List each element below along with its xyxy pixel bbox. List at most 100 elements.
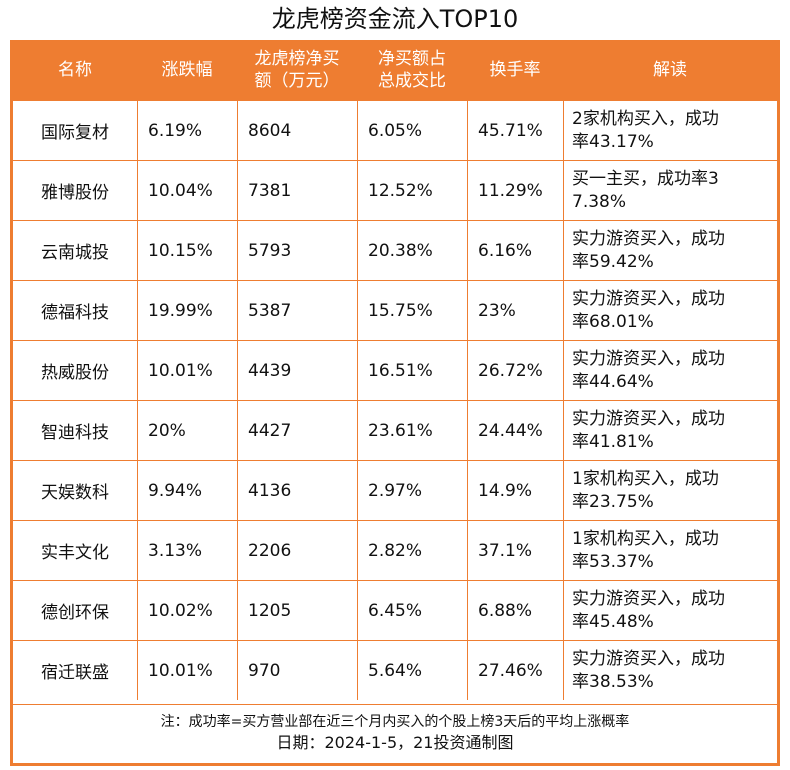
cell-ratio: 6.05% xyxy=(357,101,467,160)
cell-change: 10.02% xyxy=(137,581,237,640)
ranking-table: 名称 涨跌幅 龙虎榜净买 额（万元） 净买额占 总成交比 换手率 解读 国际复材… xyxy=(10,40,780,704)
header-net-buy: 龙虎榜净买 额（万元） xyxy=(237,40,357,100)
table-row: 德创环保 10.02% 1205 6.45% 6.88% 实力游资买入，成功 率4… xyxy=(13,580,777,640)
cell-note: 1家机构买入，成功 率53.37% xyxy=(563,521,777,580)
cell-net-buy: 4439 xyxy=(237,341,357,400)
cell-ratio: 2.82% xyxy=(357,521,467,580)
cell-net-buy: 4136 xyxy=(237,461,357,520)
cell-turnover: 6.16% xyxy=(467,221,563,280)
cell-note: 实力游资买入，成功 率38.53% xyxy=(563,641,777,700)
cell-turnover: 27.46% xyxy=(467,641,563,700)
cell-net-buy: 7381 xyxy=(237,161,357,220)
cell-net-buy: 1205 xyxy=(237,581,357,640)
cell-turnover: 6.88% xyxy=(467,581,563,640)
note-line2: 7.38% xyxy=(572,191,627,212)
cell-note: 实力游资买入，成功 率45.48% xyxy=(563,581,777,640)
table-row: 雅博股份 10.04% 7381 12.52% 11.29% 买一主买，成功率3… xyxy=(13,160,777,220)
cell-name: 智迪科技 xyxy=(41,423,109,443)
cell-change: 9.94% xyxy=(137,461,237,520)
note-line1: 实力游资买入，成功 xyxy=(572,588,725,609)
note-line2: 率23.75% xyxy=(572,491,654,512)
note-line2: 率53.37% xyxy=(572,551,654,572)
note-line2: 率45.48% xyxy=(572,611,654,632)
cell-net-buy: 5387 xyxy=(237,281,357,340)
cell-turnover: 23% xyxy=(467,281,563,340)
header-turnover: 换手率 xyxy=(489,60,541,80)
cell-change: 10.04% xyxy=(137,161,237,220)
cell-change: 20% xyxy=(137,401,237,460)
note-line2: 率38.53% xyxy=(572,671,654,692)
cell-name: 德福科技 xyxy=(41,303,109,323)
cell-name: 国际复材 xyxy=(41,123,109,143)
header-net-buy-line1: 龙虎榜净买 xyxy=(254,49,340,69)
cell-note: 实力游资买入，成功 率44.64% xyxy=(563,341,777,400)
note-line1: 实力游资买入，成功 xyxy=(572,408,725,429)
cell-name: 云南城投 xyxy=(41,243,109,263)
cell-change: 6.19% xyxy=(137,101,237,160)
cell-turnover: 45.71% xyxy=(467,101,563,160)
note-line1: 1家机构买入，成功 xyxy=(572,468,719,489)
header-ratio: 净买额占 总成交比 xyxy=(357,40,467,100)
table-row: 智迪科技 20% 4427 23.61% 24.44% 实力游资买入，成功 率41… xyxy=(13,400,777,460)
cell-ratio: 23.61% xyxy=(357,401,467,460)
note-line2: 率44.64% xyxy=(572,371,654,392)
cell-name: 宿迁联盛 xyxy=(41,663,109,683)
note-line1: 实力游资买入，成功 xyxy=(572,288,725,309)
cell-name: 德创环保 xyxy=(41,603,109,623)
cell-net-buy: 5793 xyxy=(237,221,357,280)
table-row: 云南城投 10.15% 5793 20.38% 6.16% 实力游资买入，成功率… xyxy=(13,220,777,280)
cell-name: 雅博股份 xyxy=(41,183,109,203)
cell-net-buy: 4427 xyxy=(237,401,357,460)
cell-turnover: 11.29% xyxy=(467,161,563,220)
table-footer: 注：成功率=买方营业部在近三个月内买入的个股上榜3天后的平均上涨概率 日期：20… xyxy=(10,704,780,766)
cell-ratio: 16.51% xyxy=(357,341,467,400)
header-change: 涨跌幅 xyxy=(161,60,213,80)
cell-note: 实力游资买入，成功 率68.01% xyxy=(563,281,777,340)
cell-turnover: 14.9% xyxy=(467,461,563,520)
cell-ratio: 12.52% xyxy=(357,161,467,220)
cell-name: 热威股份 xyxy=(41,363,109,383)
header-ratio-line2: 总成交比 xyxy=(378,71,446,91)
header-net-buy-line2: 额（万元） xyxy=(254,71,340,91)
date-credit: 日期：2024-1-5，21投资通制图 xyxy=(276,733,514,752)
page-title: 龙虎榜资金流入TOP10 xyxy=(271,5,519,33)
note-line2: 率43.17% xyxy=(572,131,654,152)
note-line1: 实力游资买入，成功 xyxy=(572,648,725,669)
cell-change: 3.13% xyxy=(137,521,237,580)
cell-ratio: 6.45% xyxy=(357,581,467,640)
cell-ratio: 20.38% xyxy=(357,221,467,280)
cell-change: 10.01% xyxy=(137,641,237,700)
note-line1: 买一主买，成功率3 xyxy=(572,168,719,189)
note-line2: 率68.01% xyxy=(572,311,654,332)
cell-turnover: 26.72% xyxy=(467,341,563,400)
header-note: 解读 xyxy=(653,60,687,80)
cell-note: 实力游资买入，成功 率41.81% xyxy=(563,401,777,460)
cell-ratio: 5.64% xyxy=(357,641,467,700)
cell-change: 19.99% xyxy=(137,281,237,340)
cell-turnover: 24.44% xyxy=(467,401,563,460)
note-line1: 2家机构买入，成功 xyxy=(572,108,719,129)
note-line1: 1家机构买入，成功 xyxy=(572,528,719,549)
cell-turnover: 37.1% xyxy=(467,521,563,580)
table-row: 国际复材 6.19% 8604 6.05% 45.71% 2家机构买入，成功 率4… xyxy=(13,100,777,160)
cell-note: 实力游资买入，成功 率59.42% xyxy=(563,221,777,280)
cell-name: 天娱数科 xyxy=(41,483,109,503)
cell-net-buy: 8604 xyxy=(237,101,357,160)
note-line1: 实力游资买入，成功 xyxy=(572,348,725,369)
cell-ratio: 15.75% xyxy=(357,281,467,340)
header-ratio-line1: 净买额占 xyxy=(378,49,446,69)
table-header: 名称 涨跌幅 龙虎榜净买 额（万元） 净买额占 总成交比 换手率 解读 xyxy=(13,40,777,100)
cell-note: 1家机构买入，成功 率23.75% xyxy=(563,461,777,520)
note-line2: 率59.42% xyxy=(572,251,654,272)
note-line2: 率41.81% xyxy=(572,431,654,452)
table-row: 实丰文化 3.13% 2206 2.82% 37.1% 1家机构买入，成功 率53… xyxy=(13,520,777,580)
cell-note: 买一主买，成功率3 7.38% xyxy=(563,161,777,220)
cell-ratio: 2.97% xyxy=(357,461,467,520)
cell-change: 10.01% xyxy=(137,341,237,400)
cell-change: 10.15% xyxy=(137,221,237,280)
cell-net-buy: 970 xyxy=(237,641,357,700)
table-row: 德福科技 19.99% 5387 15.75% 23% 实力游资买入，成功 率68… xyxy=(13,280,777,340)
header-name: 名称 xyxy=(58,60,92,80)
table-row: 宿迁联盛 10.01% 970 5.64% 27.46% 实力游资买入，成功 率3… xyxy=(13,640,777,700)
